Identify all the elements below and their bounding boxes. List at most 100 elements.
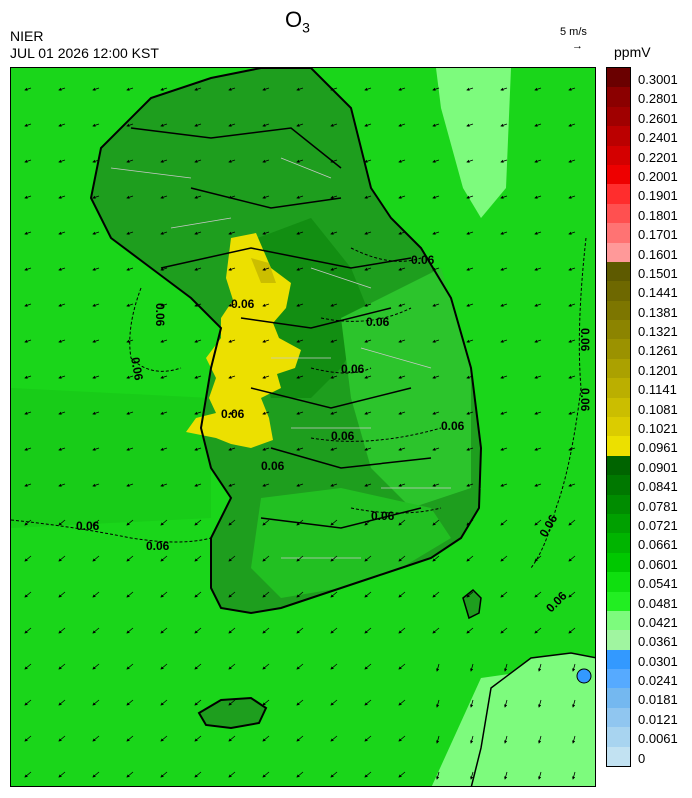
wind-vector (58, 591, 66, 598)
colorbar-cell (607, 358, 630, 379)
wind-vector (398, 519, 406, 526)
wind-vector (58, 519, 66, 526)
wind-vector (126, 195, 134, 199)
wind-vector (160, 699, 168, 706)
sea-band (11, 388, 211, 528)
wind-vector (330, 663, 338, 670)
wind-vector (160, 519, 168, 526)
wind-vector (364, 87, 372, 91)
wind-vector (398, 375, 406, 379)
wind-vector (262, 159, 270, 163)
wind-vector (58, 411, 66, 415)
wind-vector (228, 339, 236, 343)
wind-vector (568, 483, 576, 487)
wind-vector (296, 483, 304, 487)
colorbar-cell (607, 707, 630, 728)
wind-vector (262, 699, 270, 706)
colorbar-cell (607, 261, 630, 282)
wind-vector (296, 699, 304, 706)
wind-vector (466, 87, 474, 91)
wind-vector (572, 771, 576, 780)
wind-vector (160, 627, 168, 634)
wind-vector (24, 627, 32, 634)
wind-vector (432, 123, 440, 127)
colorbar-cell (607, 572, 630, 592)
colorbar-tick-label: 0.1081 (638, 401, 678, 417)
colorbar-cell (607, 87, 630, 108)
low-ozone-spot (576, 668, 592, 684)
colorbar-cell (607, 455, 630, 476)
wind-vector (500, 447, 508, 451)
wind-vector (330, 411, 338, 415)
colorbar-tick-label: 0.2201 (638, 149, 678, 165)
wind-vector (160, 555, 168, 562)
wind-vector (466, 447, 474, 451)
wind-vector (92, 267, 100, 271)
wind-vector (330, 483, 338, 487)
wind-vector (500, 87, 508, 91)
wind-vector (296, 771, 304, 778)
colorbar-cell (607, 727, 630, 748)
colorbar-tick-label: 0.2601 (638, 110, 678, 126)
wind-vector (58, 87, 66, 91)
wind-vector (500, 339, 508, 343)
colorbar-tick-label: 0.0541 (638, 576, 678, 592)
province-boundaries (130, 127, 432, 529)
pollutant-title: O3 (285, 7, 310, 36)
wind-vector (92, 663, 100, 670)
wind-vector (160, 447, 168, 451)
colorbar-cell (607, 669, 630, 689)
wind-vector (194, 339, 202, 343)
wind-scale-label: 5 m/s (560, 26, 587, 38)
wind-vector (572, 699, 576, 708)
wind-vector (194, 159, 202, 163)
wind-vector (470, 699, 474, 708)
colorbar-tick-label: 0.2801 (638, 91, 678, 107)
wind-vector (398, 231, 406, 235)
wind-vector (534, 231, 542, 235)
wind-vector (432, 483, 440, 487)
wind-vector (296, 123, 304, 127)
colorbar-tick-label: 0.1261 (638, 343, 678, 359)
contour-line-east-sea (530, 237, 587, 569)
wind-vector (92, 159, 100, 163)
wind-vector (126, 663, 134, 670)
wind-vector (330, 123, 338, 127)
wind-vector (296, 159, 304, 163)
district-boundaries (110, 157, 451, 559)
wind-vector (432, 411, 440, 415)
wind-vector (398, 699, 406, 706)
wind-vector (432, 519, 440, 526)
wind-vector (500, 159, 508, 163)
wind-vector (432, 159, 440, 163)
wind-vector (466, 483, 474, 487)
wind-vector (160, 483, 168, 487)
wind-vector (296, 231, 304, 235)
colorbar-cell (607, 552, 630, 573)
colorbar-cell (607, 378, 630, 399)
colorbar-cell (607, 436, 630, 457)
wind-vector (432, 447, 440, 451)
colorbar-tick-label: 0.1701 (638, 227, 678, 243)
wind-vector (296, 267, 304, 271)
wind-vector (330, 519, 338, 526)
wind-vector (364, 771, 372, 778)
wind-vector (296, 375, 304, 379)
wind-vector (92, 303, 100, 307)
wind-vector (228, 483, 236, 487)
wind-vector (58, 159, 66, 163)
colorbar-tick-label: 0.1601 (638, 246, 678, 262)
wind-vector (534, 339, 542, 343)
wind-vector (296, 555, 304, 562)
wind-vector (228, 303, 236, 307)
wind-vector (262, 267, 270, 271)
wind-vector (262, 231, 270, 235)
colorbar-tick-label: 0.0721 (638, 517, 678, 533)
wind-scale-arrow-icon: → (572, 40, 583, 52)
colorbar-tick-label: 0.1381 (638, 304, 678, 320)
wind-vector (432, 627, 440, 634)
wind-vector (160, 771, 168, 778)
wind-vector (364, 555, 372, 562)
wind-vector (534, 303, 542, 307)
wind-vector (58, 483, 66, 487)
